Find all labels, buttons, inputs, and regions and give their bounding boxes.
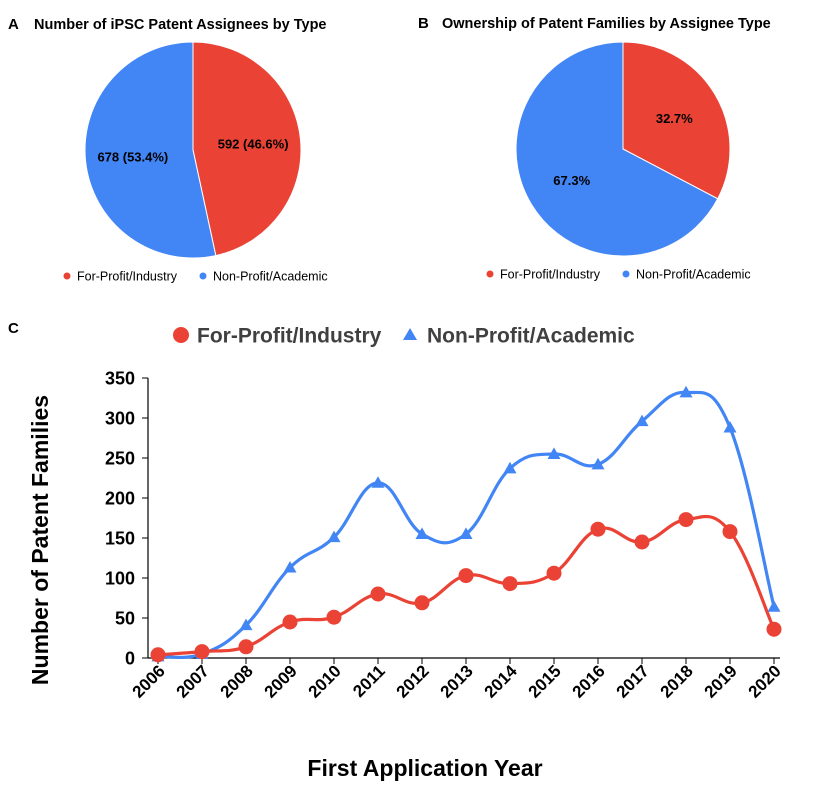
pie-b-legend: For-Profit/Industry Non-Profit/Academic [486,268,751,282]
legend-label-for-profit: For-Profit/Industry [77,270,178,284]
x-tick-label: 2011 [349,661,389,701]
data-point-non-profit [371,476,385,488]
legend-label-non-profit: Non-Profit/Academic [427,325,635,348]
data-point-for-profit [766,621,782,637]
pie-slice-label-for-profit: 592 (46.6%) [218,137,289,152]
data-point-for-profit [546,565,562,581]
data-point-non-profit [239,618,253,631]
data-point-non-profit [327,530,341,543]
data-point-for-profit [590,521,606,537]
pie-chart-a: 592 (46.6%) 678 (53.4%) [84,41,302,259]
x-tick-label: 2019 [701,661,741,701]
panel-a-letter: A [8,16,19,33]
x-axis-title: First Application Year [307,755,542,781]
legend-marker-non-profit [622,270,630,278]
panel-c: C For-Profit/Industry Non-Profit/Academi… [8,320,785,781]
legend-marker-for-profit [173,327,189,343]
data-point-non-profit [503,461,517,474]
data-point-for-profit [634,534,650,550]
pie-slice-label-for-profit: 32.7% [656,111,693,126]
legend-marker-for-profit [63,272,71,280]
y-tick-label: 0 [125,649,135,669]
panel-c-letter: C [8,320,19,337]
x-tick-label: 2012 [393,661,433,701]
pie-chart-b: 32.7% 67.3% [515,41,731,257]
x-tick-label: 2013 [437,661,477,701]
data-point-non-profit [283,561,297,573]
pie-slice-for-profit [622,41,731,200]
y-tick-label: 150 [105,529,135,549]
data-point-non-profit [723,421,737,433]
x-tick-label: 2007 [173,661,213,701]
data-point-for-profit [150,647,166,663]
x-tick-label: 2008 [217,661,257,701]
pie-a-legend: For-Profit/Industry Non-Profit/Academic [63,270,328,284]
line-chart-legend: For-Profit/Industry Non-Profit/Academic [173,325,635,348]
y-tick-label: 100 [105,569,135,589]
data-point-for-profit [722,524,738,540]
x-tick-label: 2016 [569,661,609,701]
data-point-for-profit [238,639,254,655]
data-point-for-profit [370,586,386,602]
x-tick-label: 2015 [525,661,565,701]
data-point-for-profit [414,595,430,611]
data-point-for-profit [282,614,298,630]
panel-b-title: Ownership of Patent Families by Assignee… [442,16,771,32]
y-tick-label: 300 [105,409,135,429]
data-point-non-profit [415,527,429,539]
data-point-non-profit [679,385,693,398]
data-point-for-profit [194,644,210,660]
y-tick-label: 200 [105,489,135,509]
data-point-for-profit [502,576,518,592]
pie-slice-non-profit [84,41,217,259]
x-tick-label: 2009 [261,661,301,701]
data-point-for-profit [678,512,694,528]
x-tick-label: 2014 [481,661,522,702]
panel-a-title: Number of iPSC Patent Assignees by Type [34,17,327,33]
legend-label-non-profit: Non-Profit/Academic [636,268,751,282]
pie-slice-non-profit [515,41,719,257]
x-tick-label: 2017 [613,661,653,701]
data-point-non-profit [635,414,649,427]
y-tick-label: 250 [105,449,135,469]
x-tick-label: 2018 [657,661,697,701]
data-point-for-profit [326,609,342,625]
data-point-non-profit [767,600,781,612]
pie-slice-label-non-profit: 67.3% [553,173,590,188]
panel-b-letter: B [418,15,429,32]
x-tick-label: 2010 [305,661,345,701]
data-point-for-profit [458,568,474,584]
data-point-non-profit [591,457,605,470]
panel-b: B Ownership of Patent Families by Assign… [418,15,771,282]
data-point-non-profit [459,527,473,539]
legend-marker-non-profit [403,328,417,340]
legend-label-non-profit: Non-Profit/Academic [213,270,328,284]
y-tick-label: 350 [105,369,135,389]
legend-label-for-profit: For-Profit/Industry [197,325,382,348]
pie-slice-for-profit [192,41,302,257]
legend-marker-for-profit [486,270,494,278]
pie-slice-label-non-profit: 678 (53.4%) [97,149,168,164]
legend-marker-non-profit [199,272,207,280]
y-tick-label: 50 [115,609,135,629]
x-tick-label: 2020 [745,661,785,701]
data-point-non-profit [547,447,561,459]
legend-label-for-profit: For-Profit/Industry [500,268,601,282]
panel-a: A Number of iPSC Patent Assignees by Typ… [8,16,328,284]
y-axis-title: Number of Patent Families [27,395,53,685]
